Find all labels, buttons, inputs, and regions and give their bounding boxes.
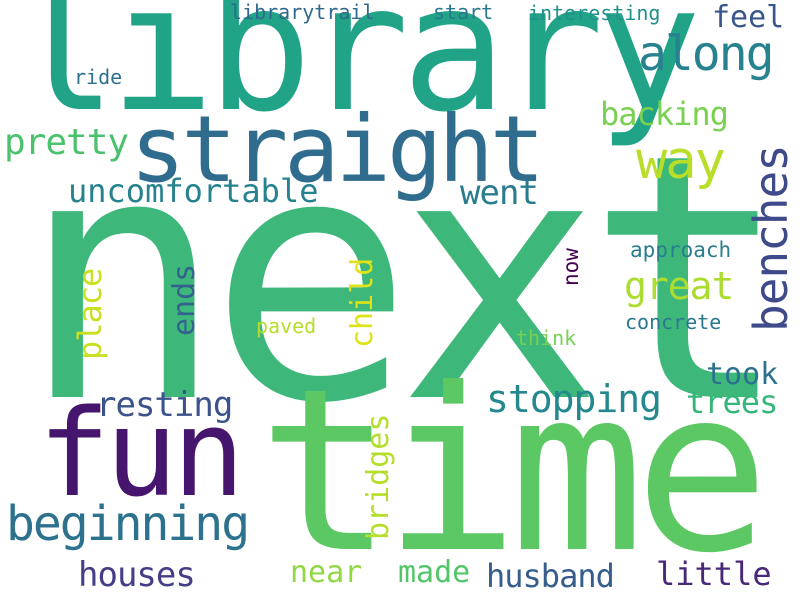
word-went: went bbox=[460, 173, 539, 213]
word-straight: straight bbox=[130, 96, 545, 203]
word-interesting: interesting bbox=[528, 1, 661, 25]
word-time: time bbox=[258, 341, 770, 600]
word-feel: feel bbox=[712, 0, 785, 35]
word-next: next bbox=[20, 82, 791, 478]
word-place: place bbox=[71, 268, 109, 360]
word-fun: fun bbox=[38, 385, 245, 524]
word-way: way bbox=[636, 131, 726, 191]
word-trees: trees bbox=[686, 383, 778, 421]
word-benches: benches bbox=[744, 145, 798, 332]
word-houses: houses bbox=[78, 555, 196, 595]
word-librarytrail: librarytrail bbox=[230, 0, 375, 24]
word-made: made bbox=[398, 555, 471, 590]
word-pretty: pretty bbox=[4, 122, 129, 163]
word-beginning: beginning bbox=[6, 496, 250, 552]
word-ride: ride bbox=[74, 65, 123, 89]
word-now: now bbox=[559, 248, 583, 286]
word-husband: husband bbox=[486, 557, 615, 595]
word-little: little bbox=[656, 555, 772, 593]
word-start: start bbox=[433, 0, 494, 24]
word-think: think bbox=[516, 326, 577, 350]
word-uncomfortable: uncomfortable bbox=[68, 172, 319, 210]
word-took: took bbox=[706, 357, 779, 392]
word-great: great bbox=[624, 264, 734, 308]
word-approach: approach bbox=[630, 238, 732, 262]
word-concrete: concrete bbox=[625, 310, 722, 334]
word-ends: ends bbox=[167, 263, 202, 336]
word-stopping: stopping bbox=[486, 377, 662, 421]
word-along: along bbox=[638, 26, 774, 82]
word-paved: paved bbox=[256, 314, 317, 338]
word-near: near bbox=[290, 555, 363, 590]
word-library: library bbox=[12, 0, 702, 151]
word-backing: backing bbox=[600, 95, 729, 133]
word-bridges: bridges bbox=[361, 413, 396, 540]
word-child: child bbox=[345, 257, 380, 348]
word-resting: resting bbox=[96, 385, 233, 425]
